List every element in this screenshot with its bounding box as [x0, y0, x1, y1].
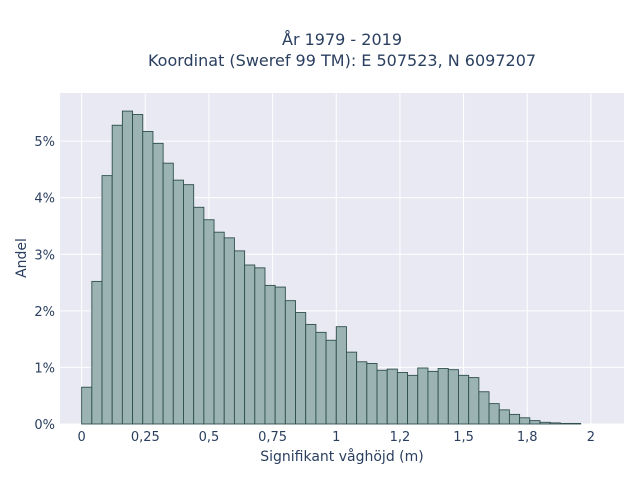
histogram-bar: [549, 422, 561, 425]
y-tick-label: 1%: [34, 361, 55, 376]
histogram-bar: [407, 374, 419, 425]
histogram-bar: [315, 331, 327, 425]
histogram-bar: [519, 417, 531, 425]
histogram-bar: [458, 374, 470, 425]
histogram-bar: [325, 339, 337, 425]
x-tick-label: 0,75: [258, 430, 287, 445]
histogram-bar: [356, 361, 368, 425]
x-axis-title: Signifikant våghöjd (m): [260, 448, 423, 465]
histogram-bar: [244, 264, 256, 425]
histogram-bar: [396, 372, 409, 425]
chart-title-line-2: Koordinat (Sweref 99 TM): E 507523, N 60…: [148, 51, 536, 70]
histogram-bar: [478, 391, 490, 425]
histogram-bar: [376, 369, 388, 425]
x-tick-label: 0,5: [199, 430, 220, 445]
histogram-bar: [366, 363, 378, 425]
histogram-bar: [81, 386, 93, 425]
histogram-bar: [284, 300, 296, 425]
x-tick-label: 0,25: [131, 430, 160, 445]
histogram-bar: [427, 370, 439, 425]
histogram-bar: [498, 409, 510, 425]
histogram-bar: [305, 323, 317, 425]
histogram-bar: [468, 377, 480, 425]
histogram-bar: [274, 286, 286, 425]
histogram-bar: [417, 367, 429, 425]
histogram-bar: [570, 422, 582, 425]
histogram-bar: [233, 250, 246, 425]
x-tick-label: 1: [332, 430, 340, 445]
histogram-bar: [529, 420, 541, 425]
histogram-bar: [488, 403, 500, 425]
histogram-bar: [132, 114, 144, 425]
histogram-bar: [346, 351, 358, 425]
y-tick-label: 0%: [34, 418, 55, 433]
x-tick-label: 1,2: [390, 430, 411, 445]
x-tick-label: 0: [78, 430, 86, 445]
y-tick-label: 3%: [34, 248, 55, 263]
histogram-bar: [447, 369, 459, 425]
y-tick-label: 5%: [34, 135, 55, 150]
x-tick-label: 2: [587, 430, 595, 445]
histogram-bar: [264, 284, 276, 425]
histogram-bar: [335, 326, 347, 425]
histogram-bar: [559, 422, 571, 425]
ticks-layer: 0 0,25 0,5 0,75 1 1,2 1,5 1,8 2 0% 1% 2% 3% 4% 5%: [34, 135, 595, 445]
x-tick-label: 1,5: [453, 430, 474, 445]
histogram-bar: [203, 219, 215, 425]
histogram-bar: [152, 142, 164, 425]
y-axis-title: Andel: [14, 238, 30, 278]
histogram-bar: [386, 368, 398, 425]
histogram-bar: [91, 280, 103, 425]
histogram-bar: [223, 237, 235, 425]
histogram-bar: [539, 421, 551, 425]
histogram-bar: [142, 131, 154, 425]
bars-layer: [81, 110, 582, 425]
histogram-bar: [101, 175, 113, 425]
histogram-bar: [172, 179, 184, 425]
histogram-bar: [162, 162, 174, 425]
histogram-bar: [121, 110, 134, 425]
histogram-bar: [183, 184, 195, 425]
histogram-bar: [254, 267, 266, 425]
histogram-bar: [508, 413, 521, 425]
histogram-bar: [437, 368, 449, 425]
histogram-bar: [213, 231, 225, 425]
x-tick-label: 1,8: [517, 430, 538, 445]
histogram-bar: [193, 206, 205, 425]
y-tick-label: 4%: [34, 192, 55, 207]
chart-title-line-1: År 1979 - 2019: [282, 30, 402, 49]
y-tick-label: 2%: [34, 305, 55, 320]
histogram-bar: [111, 124, 123, 425]
histogram-bar: [295, 312, 307, 425]
